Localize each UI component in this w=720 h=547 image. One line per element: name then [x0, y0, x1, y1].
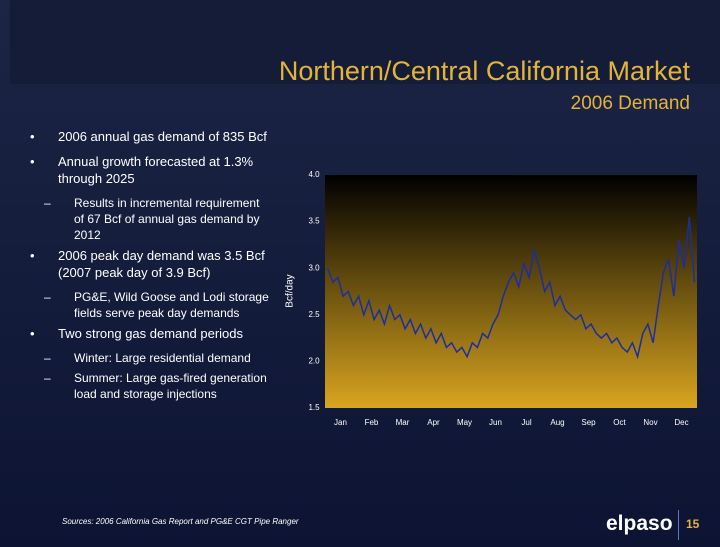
- x-tick-label: Jun: [489, 418, 502, 427]
- plot-area: [325, 175, 697, 408]
- title: Northern/Central California Market: [278, 56, 690, 86]
- x-tick-label: Feb: [365, 418, 379, 427]
- title-bar: [10, 0, 720, 84]
- bullet: 2006 annual gas demand of 835 Bcf: [30, 128, 270, 145]
- logo: elpaso: [606, 512, 673, 535]
- y-tick-label: 3.0: [308, 263, 320, 272]
- x-tick-label: Dec: [674, 418, 688, 427]
- sub-bullet: Summer: Large gas-fired generation load …: [44, 370, 270, 402]
- sub-bullet: Winter: Large residential demand: [44, 350, 270, 366]
- y-tick-label: 2.0: [308, 357, 320, 366]
- x-tick-label: Aug: [550, 418, 564, 427]
- page-number: 15: [686, 517, 700, 531]
- y-tick-label: 3.5: [308, 217, 320, 226]
- demand-line: [326, 216, 696, 360]
- x-tick-label: Nov: [643, 418, 657, 427]
- bullet-list: 2006 annual gas demand of 835 Bcf Annual …: [30, 128, 270, 406]
- bullet: Two strong gas demand periods: [30, 325, 270, 342]
- y-tick-label: 2.5: [308, 310, 320, 319]
- bullet: 2006 peak day demand was 3.5 Bcf (2007 p…: [30, 247, 270, 281]
- x-tick-label: Jan: [334, 418, 347, 427]
- x-tick-label: Apr: [427, 418, 440, 427]
- y-axis-label: Bcf/day: [285, 274, 296, 307]
- x-tick-label: Sep: [581, 418, 596, 427]
- x-tick-label: Jul: [521, 418, 531, 427]
- bullet: Annual growth forecasted at 1.3% through…: [30, 153, 270, 187]
- x-tick-label: May: [457, 418, 472, 427]
- source-note: Sources: 2006 California Gas Report and …: [62, 517, 299, 526]
- sub-bullet: Results in incremental requirement of 67…: [44, 195, 270, 243]
- separator: [678, 510, 679, 540]
- x-tick-label: Oct: [613, 418, 626, 427]
- y-tick-label: 1.5: [308, 403, 320, 412]
- sub-bullet: PG&E, Wild Goose and Lodi storage fields…: [44, 289, 270, 321]
- subtitle: 2006 Demand: [570, 93, 690, 114]
- y-tick-label: 4.0: [308, 170, 320, 179]
- x-tick-label: Mar: [396, 418, 410, 427]
